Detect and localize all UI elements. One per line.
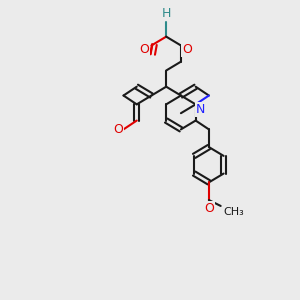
Text: O: O [182,44,192,56]
Text: H: H [161,8,171,20]
Text: N: N [196,103,205,116]
Text: O: O [204,202,214,214]
Text: O: O [140,44,149,56]
Text: CH₃: CH₃ [224,207,244,218]
Text: O: O [113,124,123,136]
